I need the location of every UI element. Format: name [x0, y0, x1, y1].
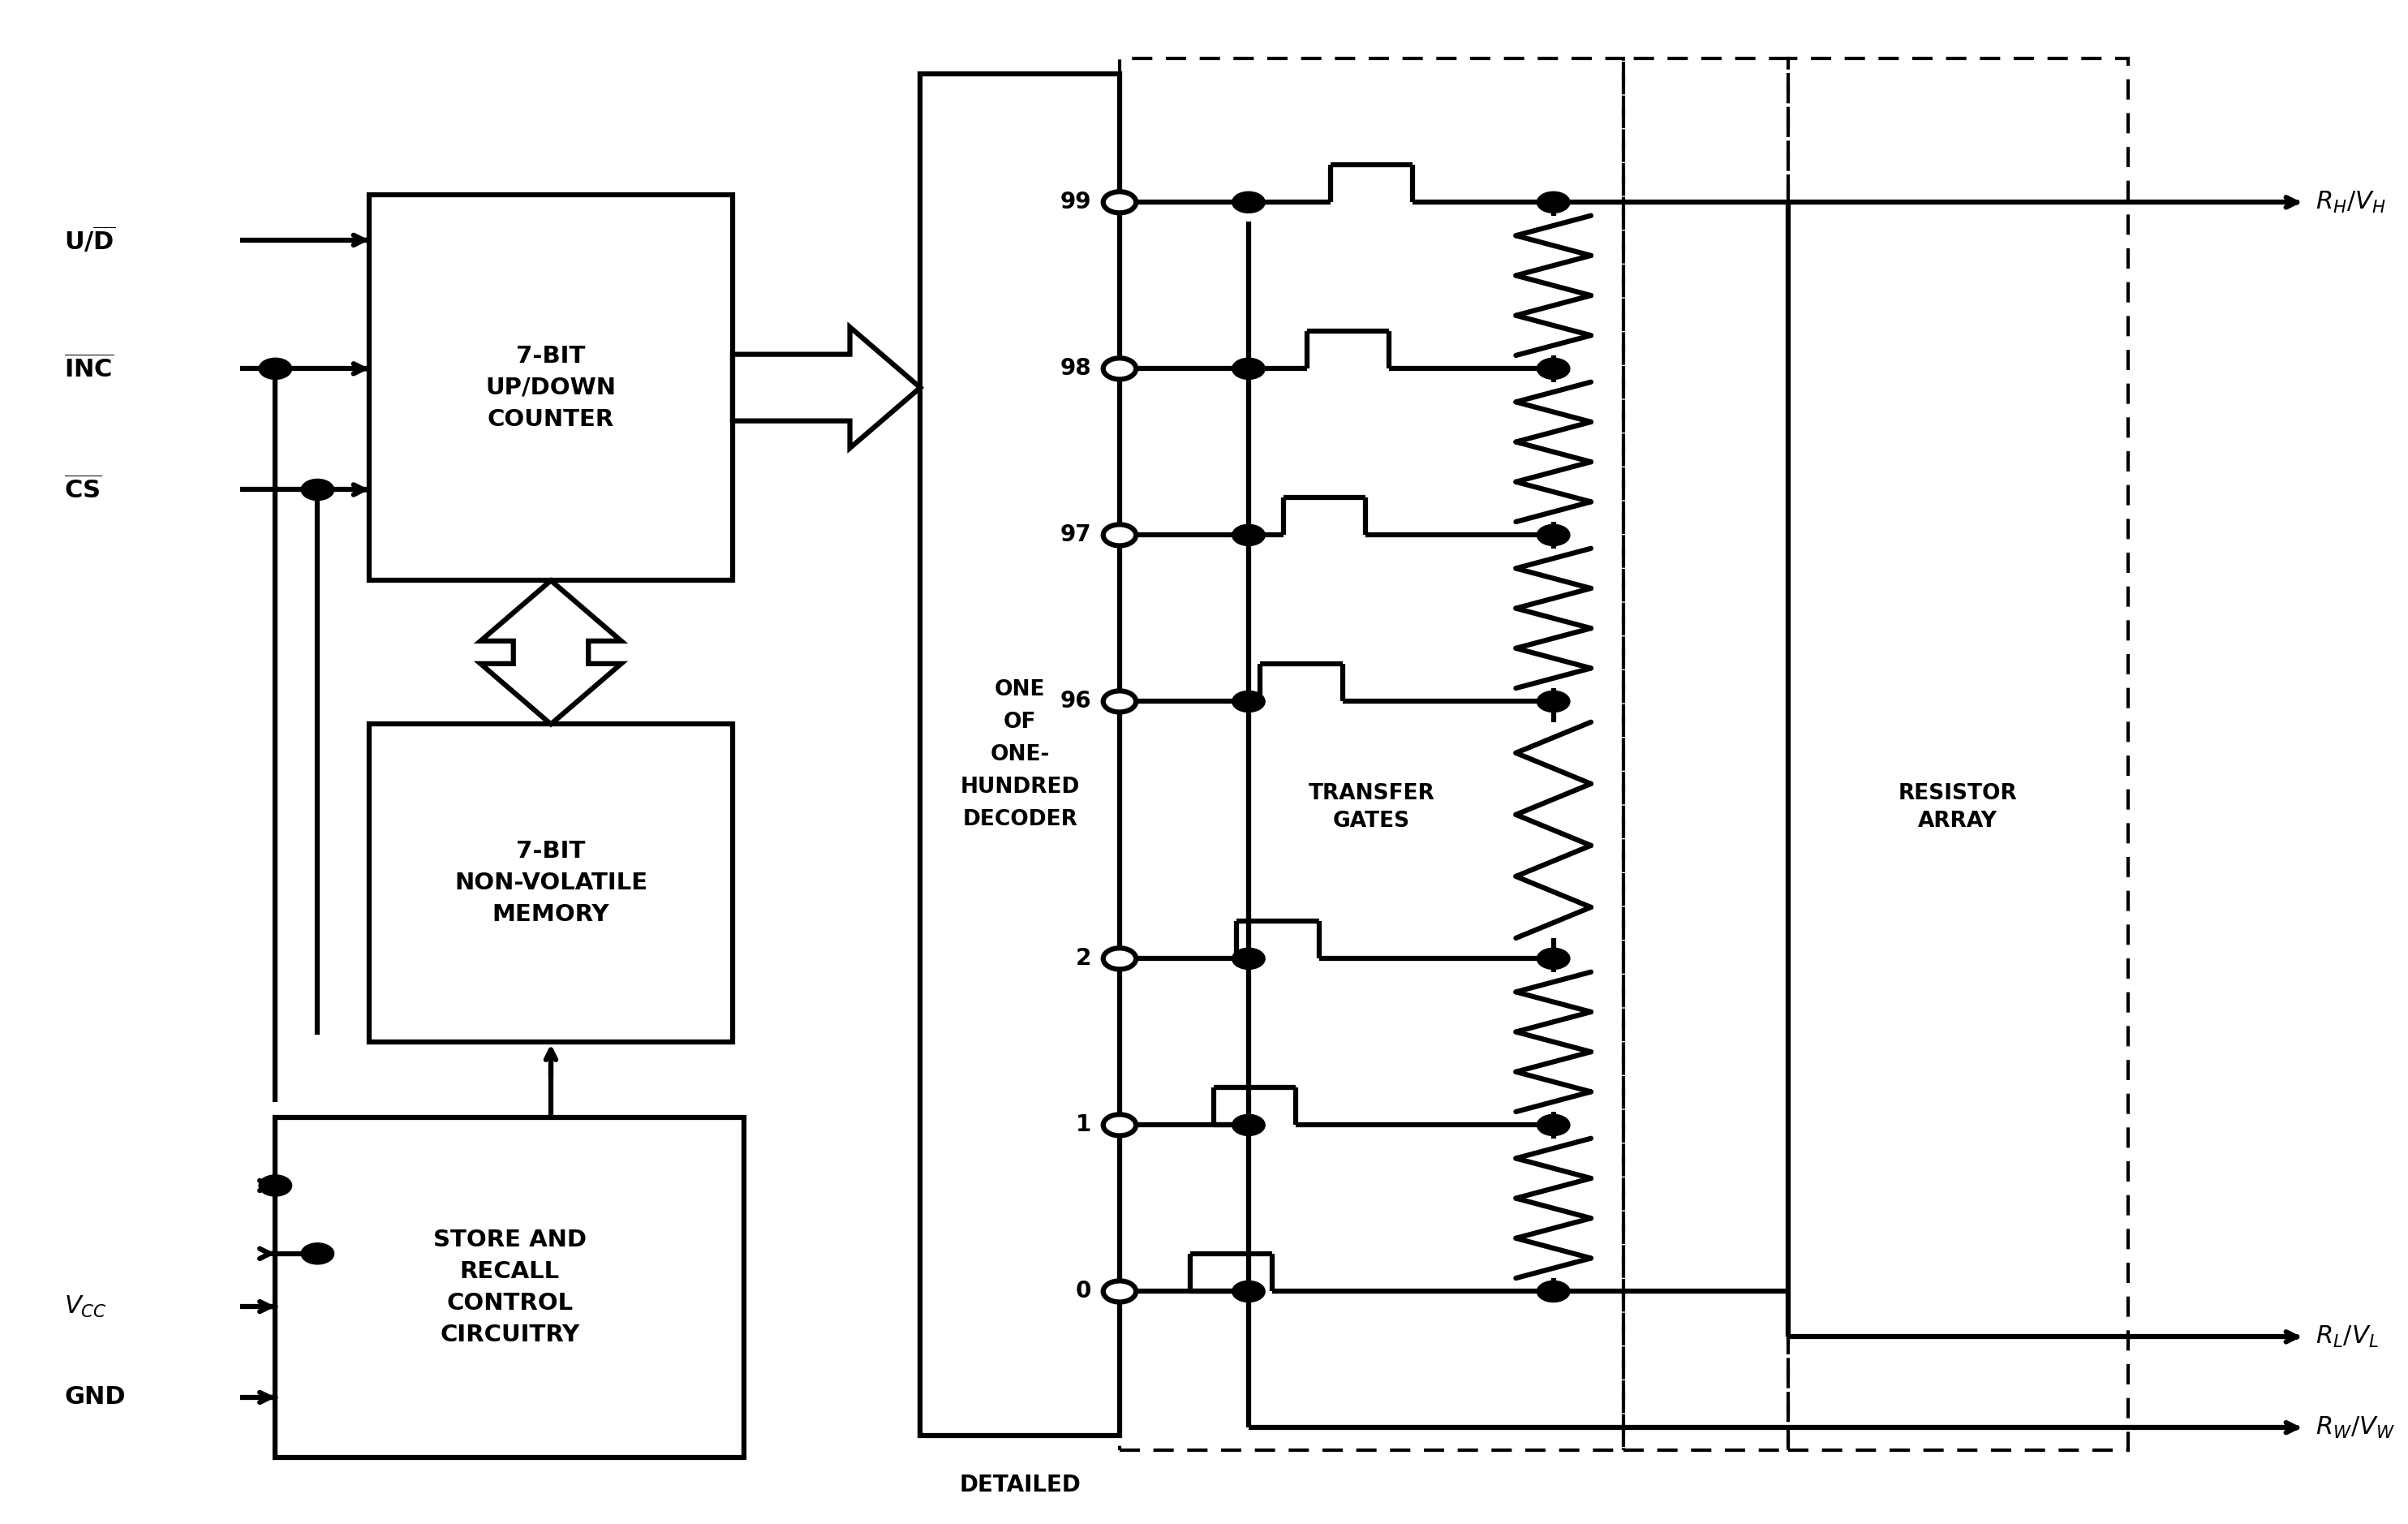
Circle shape	[1233, 524, 1264, 546]
Circle shape	[301, 479, 335, 500]
Circle shape	[1536, 948, 1570, 969]
Text: $R_H/V_H$: $R_H/V_H$	[2316, 189, 2386, 215]
Text: U/$\overline{\mathbf{D}}$: U/$\overline{\mathbf{D}}$	[65, 226, 116, 255]
Bar	[920, 73, 1120, 1436]
Text: $R_W/V_W$: $R_W/V_W$	[2316, 1414, 2396, 1440]
Bar	[368, 724, 732, 1042]
Circle shape	[301, 1244, 335, 1265]
Bar	[1789, 58, 2129, 1451]
Text: $\overline{\mathbf{INC}}$: $\overline{\mathbf{INC}}$	[65, 355, 113, 383]
Circle shape	[1536, 1280, 1570, 1301]
Circle shape	[1233, 192, 1264, 213]
Circle shape	[1536, 358, 1570, 379]
Text: 7-BIT
NON-VOLATILE
MEMORY: 7-BIT NON-VOLATILE MEMORY	[455, 840, 648, 927]
Text: 99: 99	[1060, 190, 1091, 213]
Circle shape	[1233, 358, 1264, 379]
Text: ONE
OF
ONE-
HUNDRED
DECODER: ONE OF ONE- HUNDRED DECODER	[961, 680, 1079, 831]
Text: DETAILED: DETAILED	[958, 1474, 1081, 1497]
Text: GND: GND	[65, 1385, 125, 1410]
Text: 98: 98	[1060, 357, 1091, 379]
Text: $\overline{\mathbf{CS}}$: $\overline{\mathbf{CS}}$	[65, 475, 101, 503]
Text: TRANSFER
GATES: TRANSFER GATES	[1308, 783, 1435, 832]
Text: $R_L/V_L$: $R_L/V_L$	[2316, 1324, 2379, 1349]
Circle shape	[1103, 948, 1137, 969]
Bar	[1623, 58, 1789, 1451]
Bar	[368, 195, 732, 581]
Text: 0: 0	[1076, 1280, 1091, 1303]
Text: 2: 2	[1076, 948, 1091, 969]
Circle shape	[1103, 358, 1137, 379]
Text: 1: 1	[1076, 1114, 1091, 1137]
Text: $V_{CC}$: $V_{CC}$	[65, 1294, 106, 1320]
Circle shape	[1103, 690, 1137, 712]
Circle shape	[1233, 948, 1264, 969]
Circle shape	[1103, 1114, 1137, 1135]
Text: RESISTOR
ARRAY: RESISTOR ARRAY	[1898, 783, 2018, 832]
Circle shape	[1233, 1114, 1264, 1135]
Text: 97: 97	[1060, 524, 1091, 547]
Circle shape	[1536, 690, 1570, 712]
Circle shape	[1536, 1114, 1570, 1135]
Text: 96: 96	[1060, 690, 1091, 713]
Polygon shape	[732, 328, 920, 448]
Circle shape	[1233, 690, 1264, 712]
Circle shape	[260, 358, 291, 379]
Polygon shape	[482, 581, 621, 724]
Circle shape	[1233, 1280, 1264, 1301]
Circle shape	[1536, 524, 1570, 546]
Circle shape	[260, 1175, 291, 1196]
Circle shape	[1536, 192, 1570, 213]
Circle shape	[1103, 1280, 1137, 1301]
Text: 7-BIT
UP/DOWN
COUNTER: 7-BIT UP/DOWN COUNTER	[486, 344, 616, 431]
Text: STORE AND
RECALL
CONTROL
CIRCUITRY: STORE AND RECALL CONTROL CIRCUITRY	[433, 1228, 588, 1347]
Circle shape	[1103, 524, 1137, 546]
Circle shape	[1103, 192, 1137, 213]
Bar	[275, 1117, 744, 1458]
Bar	[1120, 58, 1623, 1451]
